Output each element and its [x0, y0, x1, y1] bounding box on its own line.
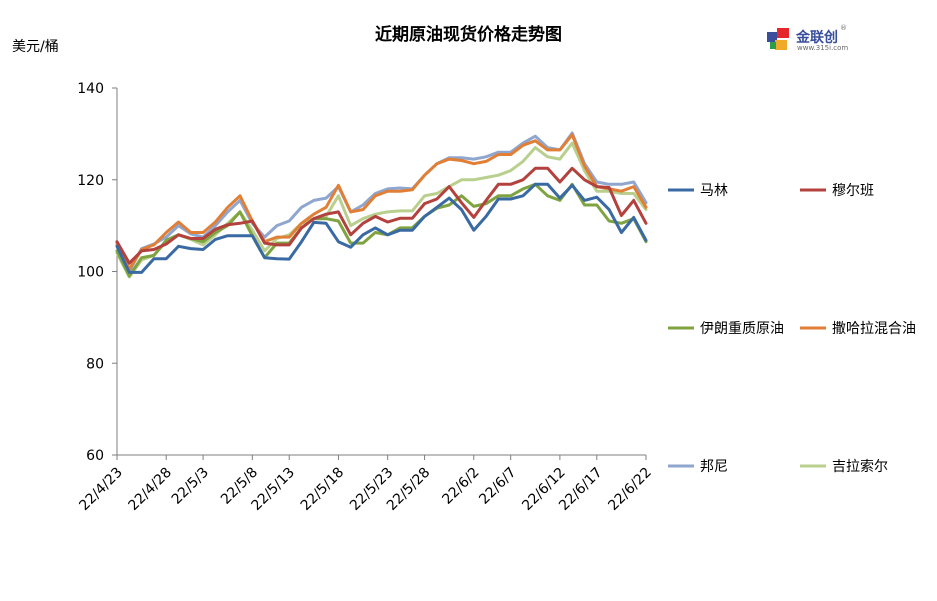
brand-logo: 金联创 ® www.315i.com: [766, 24, 856, 54]
y-tick-label: 100: [77, 265, 104, 281]
y-tick-label: 60: [86, 448, 104, 464]
series-line: [115, 131, 648, 273]
legend-label: 马林: [700, 183, 728, 199]
x-tick-label: 22/5/18: [298, 465, 347, 514]
x-tick-label: 22/6/7: [476, 465, 519, 508]
legend-label: 邦尼: [700, 459, 728, 475]
y-tick-label: 120: [77, 173, 104, 189]
legend-label: 伊朗重质原油: [700, 321, 784, 337]
legend-label: 撒哈拉混合油: [832, 321, 916, 337]
legend-label: 穆尔班: [832, 183, 874, 199]
legend-label: 吉拉索尔: [832, 458, 888, 475]
y-tick-label: 80: [86, 356, 104, 372]
series-line: [115, 141, 648, 279]
series-layer: [115, 131, 648, 279]
y-axis-unit-label: 美元/桶: [12, 39, 59, 55]
x-tick-label: 22/4/28: [126, 465, 175, 514]
series-line: [115, 166, 648, 265]
logo-registered-mark: ®: [840, 24, 847, 32]
x-tick-label: 22/6/2: [439, 465, 482, 508]
y-tick-label: 140: [77, 81, 104, 97]
logo-url: www.315i.com: [797, 44, 849, 52]
series-line: [115, 182, 648, 278]
series-line: [115, 133, 648, 271]
x-tick-label: 22/5/3: [169, 465, 212, 508]
x-tick-label: 22/6/22: [605, 465, 654, 514]
x-tick-label: 22/4/23: [76, 465, 125, 514]
series-line: [115, 182, 648, 274]
logo-mark-icon: [767, 28, 789, 50]
logo-name: 金联创: [796, 30, 838, 46]
chart-title: 近期原油现货价格走势图: [375, 25, 562, 45]
